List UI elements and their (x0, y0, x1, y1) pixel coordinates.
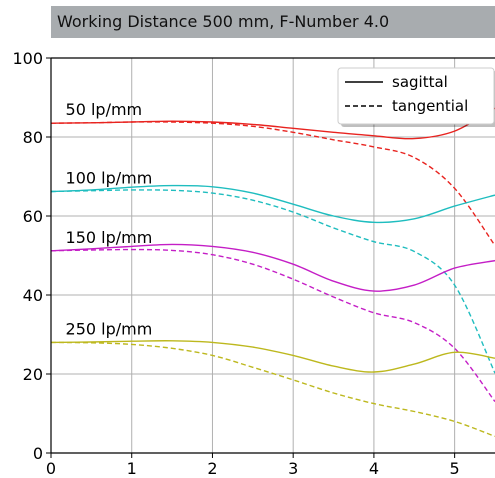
y-tick-label: 0 (33, 444, 43, 463)
series-label: 150 lp/mm (66, 228, 153, 247)
y-tick-label: 20 (23, 365, 43, 384)
y-tick-label: 100 (12, 49, 43, 68)
tangential-line (50, 189, 495, 374)
series-label: 50 lp/mm (66, 100, 143, 119)
x-tick-label: 5 (450, 459, 460, 478)
sagittal-line (50, 340, 495, 373)
chart-title-bar: Working Distance 500 mm, F-Number 4.0 (51, 6, 495, 38)
series-label: 100 lp/mm (66, 169, 153, 188)
x-tick-label: 4 (369, 459, 379, 478)
x-tick-label: 2 (207, 459, 217, 478)
y-tick-label: 60 (23, 207, 43, 226)
sagittal-line (50, 184, 495, 224)
x-tick-label: 3 (288, 459, 298, 478)
x-tick-label: 1 (127, 459, 137, 478)
y-tick-label: 40 (23, 286, 43, 305)
tangential-line (50, 341, 495, 438)
series-label: 250 lp/mm (66, 319, 153, 338)
series-lines (50, 107, 495, 438)
legend: sagittal tangential (337, 67, 495, 127)
tangential-line (50, 121, 495, 247)
series-labels: 50 lp/mm 100 lp/mm 150 lp/mm 250 lp/mm (66, 100, 153, 338)
legend-label: sagittal (392, 73, 448, 91)
axes (46, 57, 495, 458)
x-tick-label: 0 (46, 459, 56, 478)
sagittal-line (50, 107, 495, 140)
tangential-line (50, 248, 495, 403)
chart-title: Working Distance 500 mm, F-Number 4.0 (57, 12, 390, 31)
sagittal-line (50, 243, 495, 292)
tick-labels: 0 1 2 3 4 5 0 20 40 60 80 100 (12, 49, 459, 478)
legend-label: tangential (392, 97, 468, 115)
y-tick-label: 80 (23, 128, 43, 147)
